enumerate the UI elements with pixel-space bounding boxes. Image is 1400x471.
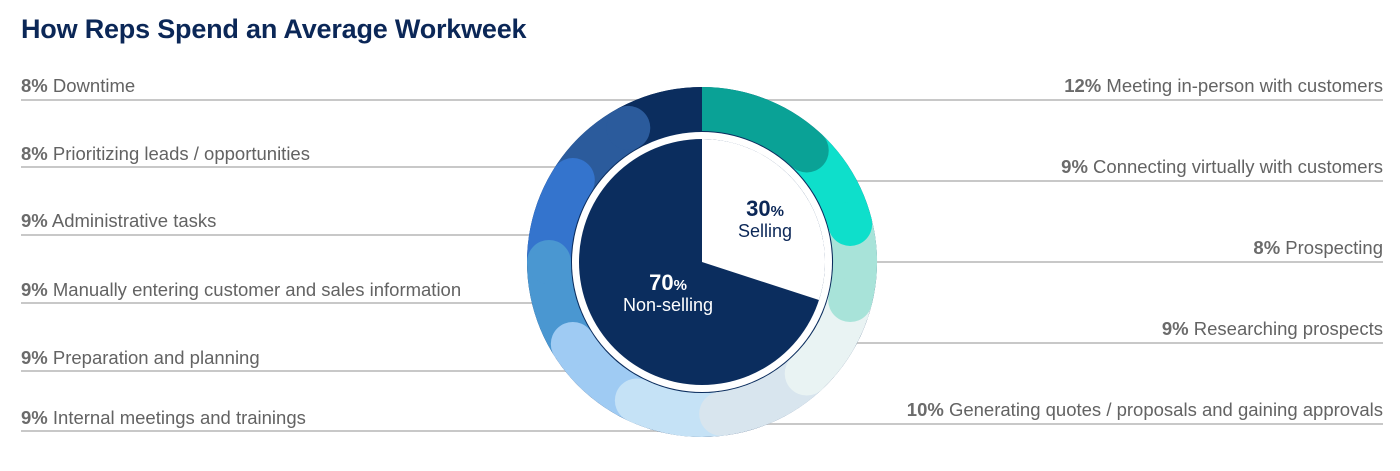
inner-pie (579, 139, 826, 385)
leader-line (21, 166, 581, 168)
leader-line (760, 423, 1383, 425)
selling-slice (702, 139, 826, 301)
legend-pct: 8% (21, 75, 48, 96)
legend-item-prioritizing: 8% Prioritizing leads / opportunities (21, 143, 310, 167)
legend-item-downtime: 8% Downtime (21, 75, 135, 99)
legend-label: Downtime (52, 75, 136, 96)
legend-item-researching: 9% Researching prospects (1162, 318, 1383, 342)
legend-pct: 9% (1061, 156, 1088, 177)
legend-pct: 9% (21, 407, 48, 428)
legend-item-administrative: 9% Administrative tasks (21, 210, 216, 234)
legend-item-connecting-virtually: 9% Connecting virtually with customers (1061, 156, 1383, 180)
leader-line (21, 99, 681, 101)
legend-label: Meeting in-person with customers (1106, 75, 1383, 96)
legend-pct: 8% (1253, 237, 1281, 258)
legend-label: Generating quotes / proposals and gainin… (948, 399, 1383, 420)
ring-segment-cap (527, 240, 571, 284)
ring-segment-cap (550, 321, 595, 366)
legend-label: Internal meetings and trainings (52, 407, 306, 428)
legend-label: Administrative tasks (51, 210, 217, 231)
legend-pct: 12% (1064, 75, 1102, 96)
leader-line (21, 430, 661, 432)
ring-segment-cap (606, 105, 651, 150)
legend-item-manual-entry: 9% Manually entering customer and sales … (21, 279, 461, 303)
nonselling-pct: 70% (649, 270, 687, 295)
ring-segment-cap (784, 351, 829, 396)
legend-label: Preparation and planning (52, 347, 260, 368)
nonselling-label: 70% Non-selling (598, 270, 738, 316)
legend-pct: 8% (21, 143, 48, 164)
legend-item-internal-meetings: 9% Internal meetings and trainings (21, 407, 306, 431)
legend-pct: 10% (906, 399, 944, 420)
selling-pct: 30% (746, 196, 784, 221)
legend-label: Researching prospects (1193, 318, 1383, 339)
legend-pct: 9% (21, 210, 48, 231)
legend-pct: 9% (21, 347, 48, 368)
ring-segment-cap (828, 278, 873, 323)
ring-segment-cap (550, 158, 595, 203)
leader-line (855, 180, 1383, 182)
ring-segment-cap (784, 128, 829, 173)
selling-text: Selling (737, 221, 793, 242)
leader-line (21, 370, 566, 372)
legend-label: Manually entering customer and sales inf… (52, 279, 462, 300)
leader-line (855, 342, 1383, 344)
selling-label: 30% Selling (700, 196, 830, 242)
legend-pct: 9% (21, 279, 48, 300)
leader-line (720, 99, 1383, 101)
legend-item-generating-quotes: 10% Generating quotes / proposals and ga… (907, 399, 1383, 423)
chart-title: How Reps Spend an Average Workweek (21, 14, 527, 44)
legend-label: Connecting virtually with customers (1093, 156, 1383, 177)
nonselling-text: Non-selling (622, 295, 714, 316)
legend-label: Prospecting (1285, 237, 1383, 258)
legend-item-prospecting: 8% Prospecting (1253, 237, 1383, 261)
ring-segment-cap (828, 201, 873, 246)
legend-label: Prioritizing leads / opportunities (52, 143, 310, 164)
ring-segment-cap (614, 378, 659, 423)
legend-item-preparation: 9% Preparation and planning (21, 347, 260, 371)
leader-line (21, 234, 541, 236)
legend-pct: 9% (1161, 318, 1189, 339)
legend-item-meeting-in-person: 12% Meeting in-person with customers (1064, 75, 1383, 99)
ring-segment-cap (699, 391, 744, 436)
leader-line (875, 261, 1383, 263)
leader-line (21, 302, 541, 304)
